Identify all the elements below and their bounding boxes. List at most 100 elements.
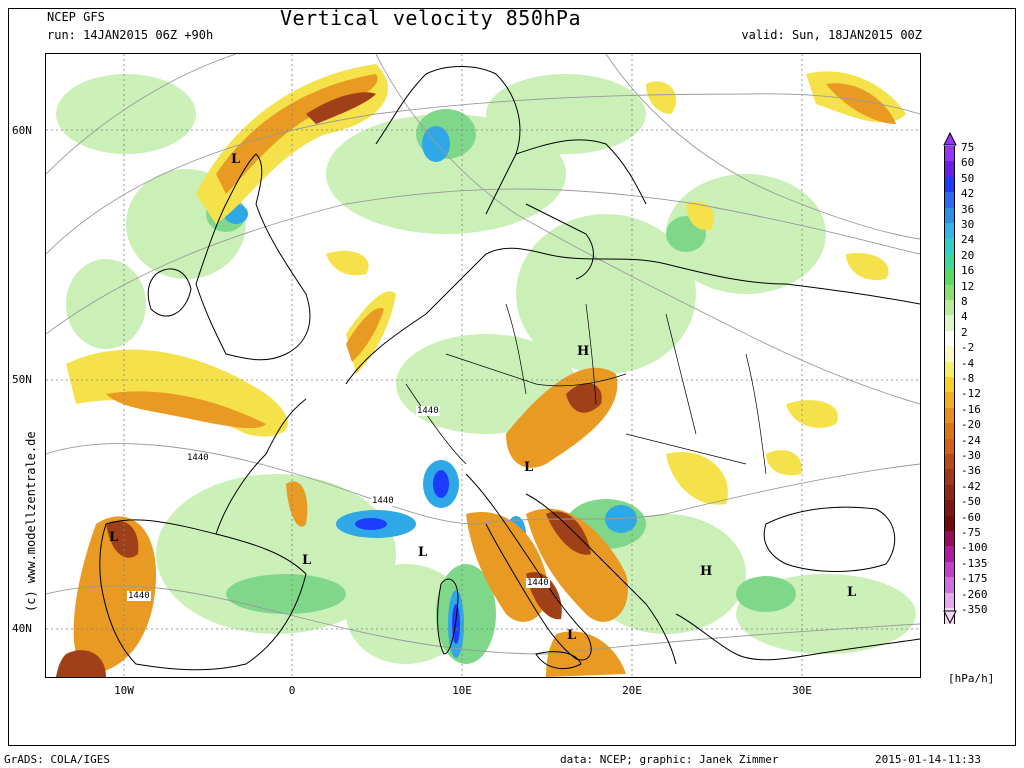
legend-bottom-arrow: [943, 610, 957, 624]
legend-label: 20: [961, 248, 975, 262]
legend-swatch: [944, 300, 955, 316]
low-pressure-label: L: [524, 460, 534, 475]
footer-credits: data: NCEP; graphic: Janek Zimmer: [560, 753, 779, 766]
coastlines: [99, 66, 920, 671]
legend-label: -260: [961, 587, 988, 601]
high-pressure-label: H: [700, 564, 713, 579]
legend-label: -42: [961, 479, 981, 493]
high-pressure-label: H: [577, 344, 590, 359]
lon-label-0: 0: [288, 684, 296, 697]
legend-label: -36: [961, 464, 981, 478]
legend-swatch: [944, 161, 955, 178]
legend-label: -100: [961, 541, 988, 555]
contour-label: 1440: [186, 453, 210, 463]
color-legend: 75 60 50 42 36 30 24 20 16 12 8 4 2 -2 -4 -8 -12 -16 -20 -2…: [940, 132, 1020, 632]
legend-swatch: [944, 284, 955, 301]
map-panel: 1440 1440 1440 1440 1440 L L L L L L L H…: [45, 53, 921, 678]
legend-swatch: [944, 515, 955, 532]
legend-swatch: [944, 531, 955, 547]
legend-label: 12: [961, 279, 975, 293]
model-name: NCEP GFS: [47, 10, 105, 24]
contour-label: 1440: [127, 591, 151, 601]
low-pressure-label: L: [847, 585, 857, 600]
legend-swatch: [944, 192, 955, 209]
legend-label: 50: [961, 171, 975, 185]
legend-label: 4: [961, 310, 968, 324]
legend-swatch: [944, 238, 955, 255]
legend-label: 24: [961, 233, 975, 247]
legend-swatch: [944, 253, 955, 270]
legend-swatch: [944, 330, 955, 347]
legend-swatch: [944, 146, 955, 162]
legend-label: 30: [961, 218, 975, 231]
legend-label: -75: [961, 526, 981, 539]
low-pressure-label: L: [231, 152, 241, 167]
legend-label: -135: [961, 556, 988, 570]
legend-label: -16: [961, 402, 981, 416]
legend-label: 36: [961, 202, 975, 216]
run-time: run: 14JAN2015 06Z +90h: [47, 28, 214, 42]
legend-swatch: [944, 454, 955, 470]
legend-swatch: [944, 423, 955, 440]
legend-swatch: [944, 577, 955, 594]
legend-label: -12: [961, 387, 981, 401]
legend-swatch: [944, 407, 955, 424]
legend-swatch: [944, 392, 955, 409]
legend-swatch: [944, 207, 955, 224]
lon-label-30e: 30E: [792, 684, 812, 697]
contour-label: 1440: [416, 406, 440, 416]
contour-label: 1440: [371, 496, 395, 506]
low-pressure-label: L: [567, 628, 577, 643]
legend-swatch: [944, 546, 955, 563]
legend-label: 75: [961, 141, 975, 154]
legend-label: -60: [961, 510, 981, 524]
legend-label: -24: [961, 433, 981, 447]
low-pressure-label: L: [109, 530, 119, 545]
low-pressure-label: L: [302, 553, 312, 568]
map-title: Vertical velocity 850hPa: [280, 6, 581, 30]
legend-swatch: [944, 176, 955, 193]
legend-swatch: [944, 469, 955, 486]
lat-label-50n: 50N: [12, 373, 32, 386]
lat-label-40n: 40N: [12, 622, 32, 635]
legend-label: 16: [961, 264, 975, 278]
legend-swatch: [944, 561, 955, 578]
legend-swatch: [944, 484, 955, 501]
legend-label: -50: [961, 495, 981, 509]
legend-swatch: [944, 269, 955, 286]
contour-label: 1440: [526, 578, 550, 588]
legend-label: 2: [961, 325, 968, 339]
legend-label: -2: [961, 341, 975, 355]
legend-label: -175: [961, 572, 988, 586]
legend-unit: [hPa/h]: [948, 672, 995, 685]
lon-label-20e: 20E: [622, 684, 642, 697]
lat-label-60n: 60N: [12, 124, 32, 137]
legend-label: -8: [961, 372, 975, 385]
legend-label: -30: [961, 449, 981, 462]
legend-label: 60: [961, 156, 975, 170]
legend-label: -20: [961, 418, 981, 432]
legend-label: 42: [961, 187, 975, 201]
legend-top-arrow: [943, 132, 957, 146]
legend-label: 8: [961, 295, 968, 308]
valid-time: valid: Sun, 18JAN2015 00Z: [741, 28, 922, 42]
legend-swatch: [944, 377, 955, 393]
graticule: [46, 54, 920, 677]
low-pressure-label: L: [418, 545, 428, 560]
outer-frame: [8, 8, 1016, 746]
geopotential-contours: [46, 54, 920, 655]
lon-label-10e: 10E: [452, 684, 472, 697]
lon-label-10w: 10W: [114, 684, 134, 697]
legend-label: -350: [961, 603, 988, 616]
legend-swatch: [944, 592, 955, 609]
legend-swatch: [944, 361, 955, 378]
footer-software: GrADS: COLA/IGES: [4, 753, 110, 766]
map-svg: [46, 54, 920, 677]
legend-swatch: [944, 500, 955, 517]
footer-timestamp: 2015-01-14-11:33: [875, 753, 981, 766]
legend-swatch: [944, 438, 955, 455]
watermark: (c) www.modellzentrale.de: [24, 431, 38, 612]
legend-swatch: [944, 315, 955, 332]
legend-swatch: [944, 346, 955, 363]
legend-swatch: [944, 223, 955, 239]
